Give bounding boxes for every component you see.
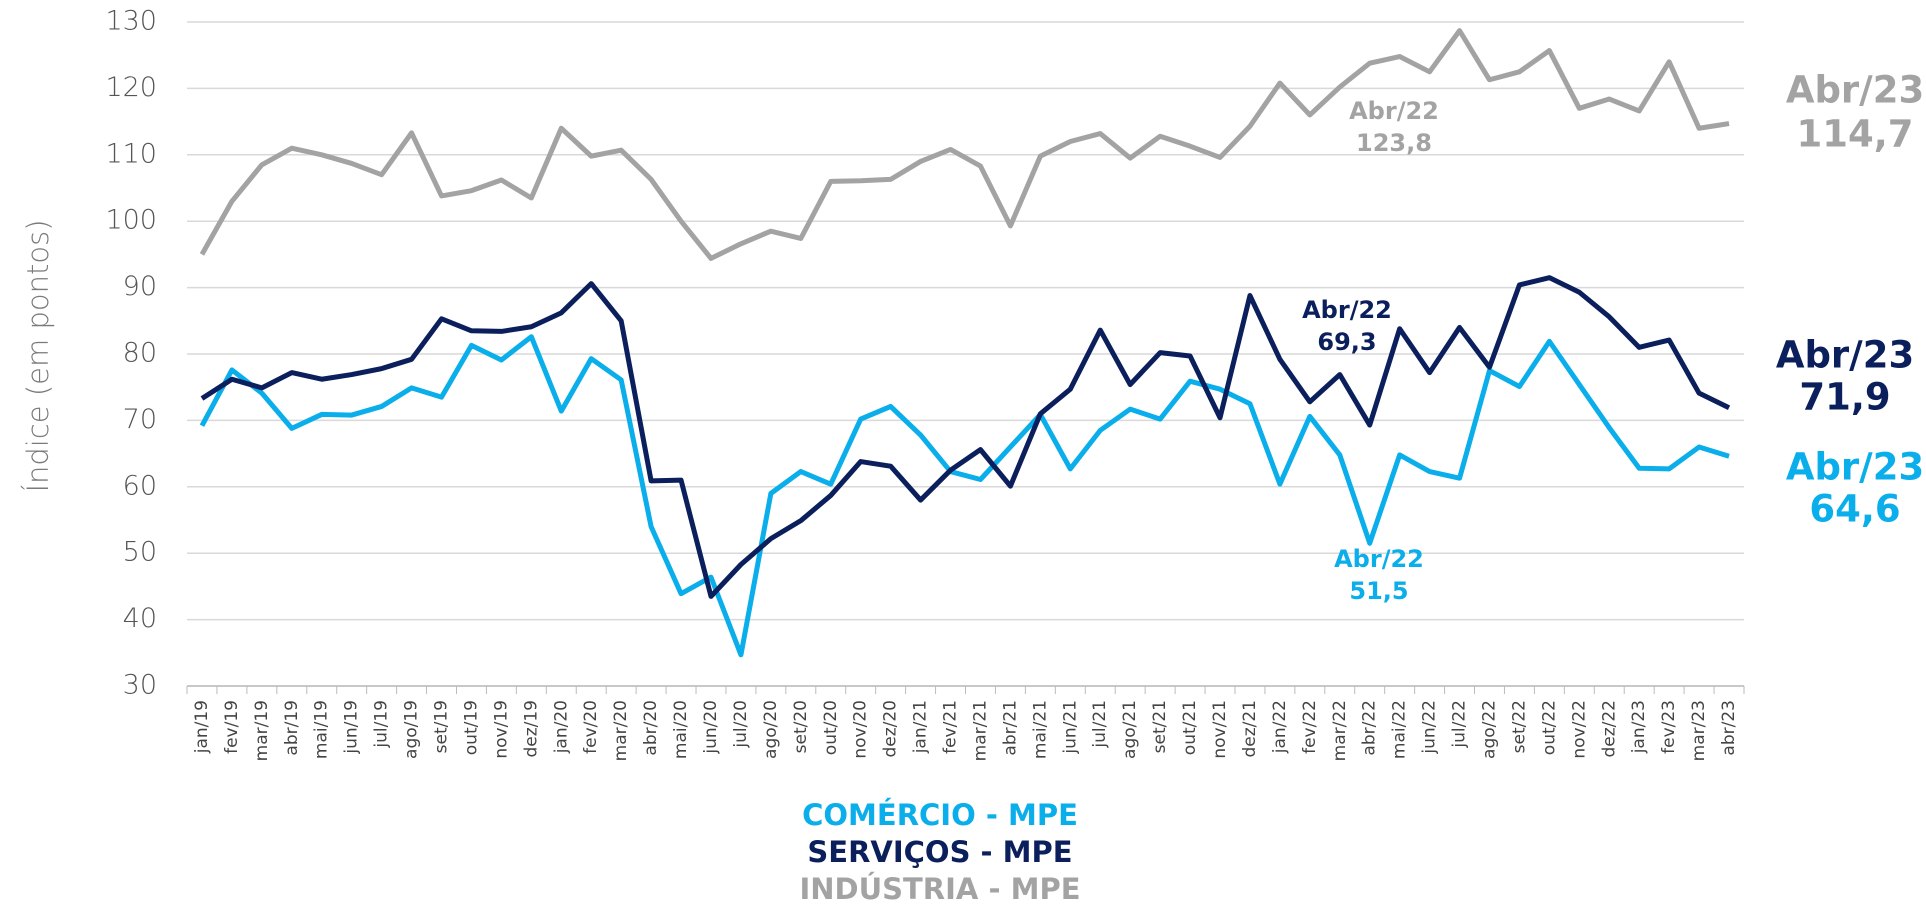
annotation-value: 123,8 — [1356, 129, 1432, 157]
x-tick-label: nov/22 — [1569, 700, 1589, 759]
x-tick-label: abr/23 — [1719, 700, 1739, 756]
x-tick-label: abr/19 — [282, 700, 302, 756]
annotation-label: Abr/22 — [1302, 296, 1392, 324]
x-tick-label: nov/20 — [851, 700, 871, 759]
x-tick-label: dez/19 — [521, 700, 541, 758]
x-tick-label: mar/21 — [970, 700, 990, 761]
x-tick-label: out/22 — [1539, 700, 1559, 755]
series-line — [199, 28, 1730, 261]
y-tick-label: 30 — [123, 670, 157, 701]
x-tick-label: mar/19 — [252, 700, 272, 761]
x-tick-label: jan/21 — [911, 700, 931, 754]
x-tick-label: set/22 — [1509, 700, 1529, 753]
y-tick-label: 90 — [123, 271, 157, 302]
x-tick-label: fev/23 — [1659, 700, 1679, 754]
x-tick-label: ago/21 — [1120, 700, 1140, 759]
x-tick-label: jul/21 — [1090, 700, 1110, 749]
x-tick-label: jul/20 — [731, 700, 751, 749]
x-tick-label: jul/19 — [372, 700, 392, 749]
annotation-label: Abr/23 — [1786, 69, 1924, 112]
y-tick-label: 80 — [123, 338, 157, 369]
x-tick-label: abr/20 — [641, 700, 661, 756]
x-tick-label: mar/22 — [1330, 700, 1350, 761]
x-tick-label: jan/22 — [1270, 700, 1290, 754]
x-tick-label: dez/20 — [881, 700, 901, 758]
x-tick-label: mar/23 — [1689, 700, 1709, 761]
x-tick-label: dez/21 — [1240, 700, 1260, 758]
legend-entry: COMÉRCIO - MPE — [802, 798, 1078, 832]
y-tick-label: 120 — [105, 72, 157, 103]
y-tick-label: 50 — [123, 537, 157, 568]
annotation-label: Abr/23 — [1786, 446, 1924, 489]
x-tick-label: mar/20 — [611, 700, 631, 761]
x-tick-label: out/19 — [461, 700, 481, 755]
x-tick-label: out/21 — [1180, 700, 1200, 755]
y-tick-label: 110 — [105, 138, 157, 169]
annotation-label: Abr/23 — [1776, 334, 1914, 377]
annotation-label: Abr/22 — [1334, 545, 1424, 573]
x-tick-label: jun/21 — [1060, 700, 1080, 755]
annotation-value: 64,6 — [1809, 488, 1900, 531]
x-tick-label: ago/22 — [1479, 700, 1499, 759]
annotation-value: 71,9 — [1799, 376, 1890, 419]
x-tick-label: abr/21 — [1000, 700, 1020, 756]
x-tick-label: jul/22 — [1450, 700, 1470, 749]
series-line — [199, 334, 1730, 658]
x-tick-label: mai/22 — [1390, 700, 1410, 759]
annotation-label: Abr/22 — [1349, 97, 1439, 125]
y-tick-label: 100 — [105, 205, 157, 236]
x-tick-label: mai/21 — [1030, 700, 1050, 759]
x-tick-label: ago/19 — [402, 700, 422, 759]
x-tick-label: set/19 — [432, 700, 452, 753]
annotation-value: 51,5 — [1349, 577, 1408, 605]
x-tick-label: jun/20 — [701, 700, 721, 755]
x-tick-label: nov/21 — [1210, 700, 1230, 759]
legend-entry: INDÚSTRIA - MPE — [799, 872, 1080, 906]
x-tick-label: ago/20 — [761, 700, 781, 759]
y-tick-label: 40 — [123, 603, 157, 634]
x-tick-label: fev/19 — [222, 700, 242, 754]
y-axis-label: Índice (em pontos) — [21, 219, 55, 492]
x-tick-label: jan/20 — [551, 700, 571, 754]
x-tick-label: fev/22 — [1300, 700, 1320, 754]
series-line — [200, 275, 1731, 599]
x-tick-label: mai/20 — [671, 700, 691, 759]
annotation-value: 114,7 — [1796, 113, 1913, 156]
x-tick-label: nov/19 — [491, 700, 511, 759]
x-tick-label: dez/22 — [1599, 700, 1619, 758]
x-tick-label: out/20 — [821, 700, 841, 755]
x-tick-label: jun/19 — [342, 700, 362, 755]
x-tick-label: fev/20 — [581, 700, 601, 754]
annotation-value: 69,3 — [1317, 328, 1376, 356]
legend-entry: SERVIÇOS - MPE — [807, 835, 1072, 869]
x-tick-label: fev/21 — [941, 700, 961, 754]
x-tick-label: jan/23 — [1629, 700, 1649, 754]
x-tick-label: set/20 — [791, 700, 811, 753]
x-tick-label: jan/19 — [192, 700, 212, 754]
y-tick-label: 60 — [123, 470, 157, 501]
x-tick-label: jun/22 — [1420, 700, 1440, 755]
x-tick-label: set/21 — [1150, 700, 1170, 753]
y-tick-label: 70 — [123, 404, 157, 435]
y-tick-label: 130 — [105, 6, 157, 37]
x-tick-label: mai/19 — [312, 700, 332, 759]
x-tick-label: abr/22 — [1360, 700, 1380, 756]
